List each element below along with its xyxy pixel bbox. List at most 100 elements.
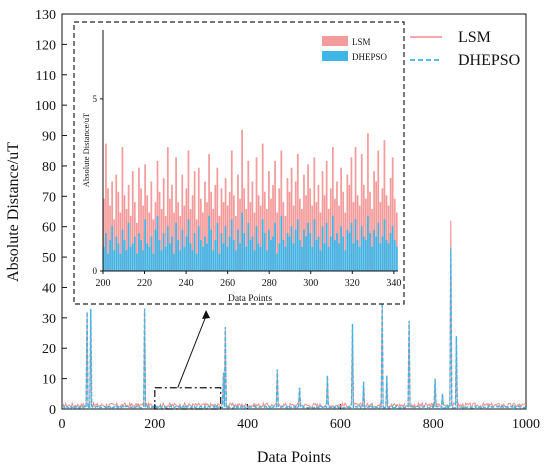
bar-dhepso xyxy=(156,215,159,271)
bar-dhepso xyxy=(202,246,204,271)
bar-dhepso xyxy=(270,240,272,271)
bar-lsm xyxy=(169,198,171,271)
bar-lsm xyxy=(389,178,392,271)
bar-lsm xyxy=(364,198,367,271)
bar-lsm xyxy=(367,133,369,271)
bar-lsm xyxy=(150,181,153,271)
bar-lsm xyxy=(276,212,279,271)
bar-dhepso xyxy=(375,236,378,271)
bar-dhepso xyxy=(103,246,105,271)
bar-lsm xyxy=(265,209,268,271)
bar-dhepso xyxy=(313,219,316,271)
bar-dhepso xyxy=(344,250,347,271)
bar-dhepso xyxy=(340,226,342,271)
main-xtick-label: 1000 xyxy=(512,417,540,432)
bar-lsm xyxy=(162,178,165,271)
bar-lsm xyxy=(385,195,388,271)
bar-lsm xyxy=(199,198,202,271)
bar-lsm xyxy=(131,171,134,271)
bar-dhepso xyxy=(391,226,394,271)
inset-xtick-label: 240 xyxy=(179,278,194,289)
bar-dhepso xyxy=(292,243,295,271)
bar-lsm xyxy=(216,167,219,271)
bar-dhepso xyxy=(111,226,113,271)
bar-dhepso xyxy=(334,240,336,271)
bar-lsm xyxy=(375,181,378,271)
bar-dhepso xyxy=(265,250,268,271)
bar-dhepso xyxy=(195,253,198,271)
bar-dhepso xyxy=(189,243,192,271)
main-ytick-label: 40 xyxy=(42,281,56,296)
bar-dhepso xyxy=(228,236,231,271)
main-y-axis-label: Absolute Distance/uT xyxy=(5,142,22,282)
bar-lsm xyxy=(327,209,330,271)
bar-dhepso xyxy=(286,233,289,271)
bar-lsm xyxy=(197,167,200,271)
bar-lsm xyxy=(251,181,254,271)
bar-lsm xyxy=(173,212,175,271)
main-ytick-label: 20 xyxy=(42,342,56,357)
bar-lsm xyxy=(371,209,373,271)
inset-ytick-label: 5 xyxy=(93,94,98,104)
bar-dhepso xyxy=(181,229,184,271)
bar-lsm xyxy=(354,147,357,271)
bar-lsm xyxy=(395,212,398,271)
bar-dhepso xyxy=(158,240,161,271)
bar-dhepso xyxy=(107,253,109,271)
bar-lsm xyxy=(356,195,359,271)
bar-lsm xyxy=(222,202,225,271)
bar-dhepso xyxy=(298,240,301,271)
bar-lsm xyxy=(241,129,243,271)
bar-lsm xyxy=(309,188,312,271)
bar-dhepso xyxy=(140,240,142,271)
main-xticks: 0 200 400 600 800 1000 xyxy=(59,404,540,432)
main-series-dhepso xyxy=(61,247,527,411)
bar-lsm xyxy=(379,202,382,271)
bar-dhepso xyxy=(261,219,264,271)
bar-dhepso xyxy=(224,226,227,271)
bar-lsm xyxy=(360,153,363,271)
bar-lsm xyxy=(105,143,107,271)
bar-lsm xyxy=(319,212,322,271)
bar-lsm xyxy=(270,198,272,271)
bar-dhepso xyxy=(263,233,266,271)
bar-dhepso xyxy=(138,233,140,271)
bar-dhepso xyxy=(117,243,120,271)
inset-xtick-label: 260 xyxy=(220,278,235,289)
bar-dhepso xyxy=(171,236,173,271)
bar-lsm xyxy=(158,191,161,271)
bar-dhepso xyxy=(164,246,167,271)
bar-lsm xyxy=(243,188,246,271)
bar-lsm xyxy=(301,209,303,271)
bar-dhepso xyxy=(311,246,314,271)
bar-lsm xyxy=(125,209,128,271)
bar-lsm xyxy=(232,195,235,271)
bar-dhepso xyxy=(251,236,254,271)
bar-dhepso xyxy=(210,229,213,271)
bar-lsm xyxy=(235,215,237,271)
bar-dhepso xyxy=(319,250,322,271)
main-ytick-label: 50 xyxy=(42,251,56,266)
bar-lsm xyxy=(249,202,252,271)
bar-dhepso xyxy=(290,226,293,271)
bar-lsm xyxy=(268,171,270,271)
bar-dhepso xyxy=(173,253,175,271)
bar-lsm xyxy=(224,178,227,271)
bar-dhepso xyxy=(162,233,165,271)
bar-lsm xyxy=(259,205,262,271)
bar-dhepso xyxy=(152,253,155,271)
bar-lsm xyxy=(177,202,180,271)
bar-lsm xyxy=(288,191,291,271)
bar-dhepso xyxy=(179,250,182,271)
bar-dhepso xyxy=(193,233,196,271)
bar-lsm xyxy=(383,140,386,271)
bar-lsm xyxy=(146,195,149,271)
bar-lsm xyxy=(263,191,266,271)
inset-legend-dhepso-label: DHEPSO xyxy=(352,52,388,62)
main-ytick-label: 0 xyxy=(49,403,56,418)
bar-lsm xyxy=(321,171,324,271)
bar-dhepso xyxy=(105,233,107,271)
bar-dhepso xyxy=(348,233,351,271)
bar-lsm xyxy=(142,205,144,271)
bar-lsm xyxy=(123,195,126,271)
